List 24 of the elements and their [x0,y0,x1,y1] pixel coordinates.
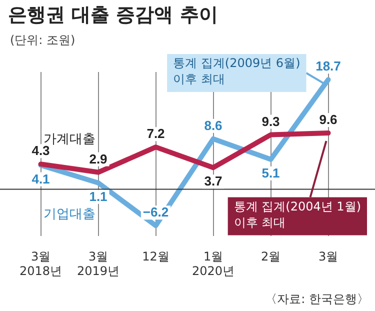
data-label: 7.2 [146,126,165,142]
data-label: 4.3 [32,143,50,158]
x-tick-label: 1월 2020년 [192,250,235,278]
x-tick-label: 2월 [260,250,281,264]
data-label: 8.6 [204,118,222,133]
data-label: 18.7 [316,58,341,74]
x-tick-label: 3월 [318,250,338,264]
x-tick-label: 12월 [142,250,170,264]
data-label: −6.2 [142,204,169,220]
text: 〈자료: 한국은행〉 [265,291,369,308]
x-tick-label: 3월 2019년 [76,250,120,278]
annotation: 통계 집계(2009년 6월) 이후 최대 [173,56,300,86]
chart-title: 은행권 대출 증감액 추이 [8,3,218,28]
data-label: 4.1 [32,171,50,186]
chart-subtitle: (단위: 조원) [10,32,76,49]
annotation: 통계 집계(2004년 1월) 이후 최대 [234,199,362,230]
data-label: 5.1 [262,165,280,180]
data-label: 9.6 [319,112,338,128]
data-label: 9.3 [262,114,280,129]
data-label: 1.1 [89,188,108,204]
data-label: 2.9 [89,151,108,166]
x-tick-label: 3월 2018년 [19,250,62,278]
series-label: 기업대출 [44,206,96,222]
data-label: 3.7 [204,174,222,189]
